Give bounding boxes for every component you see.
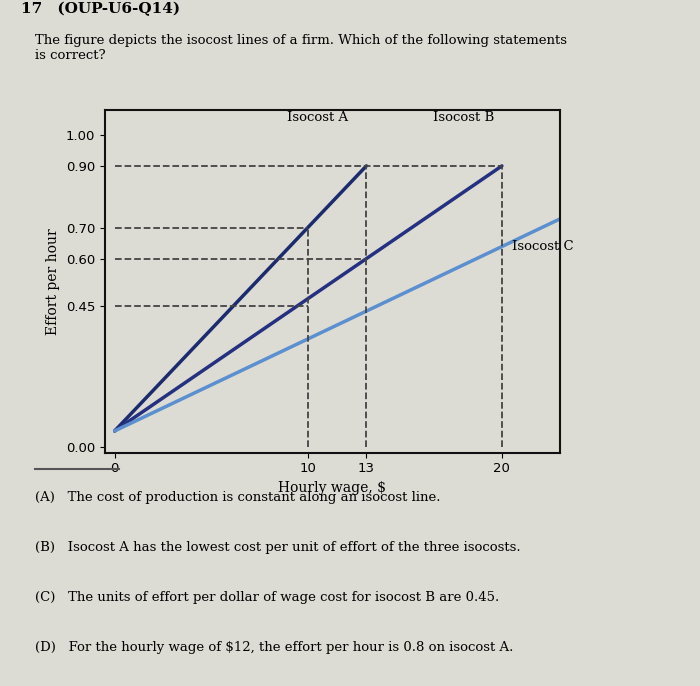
Text: (B)   Isocost A has the lowest cost per unit of effort of the three isocosts.: (B) Isocost A has the lowest cost per un… — [35, 541, 521, 554]
Text: The figure depicts the isocost lines of a firm. Which of the following statement: The figure depicts the isocost lines of … — [35, 34, 567, 62]
Text: Isocost C: Isocost C — [512, 241, 573, 253]
Y-axis label: Effort per hour: Effort per hour — [46, 228, 60, 335]
Text: (A)   The cost of production is constant along an isocost line.: (A) The cost of production is constant a… — [35, 491, 440, 504]
Text: 17 (OUP-U6-Q14): 17 (OUP-U6-Q14) — [21, 2, 180, 16]
Text: (C)   The units of effort per dollar of wage cost for isocost B are 0.45.: (C) The units of effort per dollar of wa… — [35, 591, 499, 604]
Text: Isocost B: Isocost B — [433, 111, 494, 123]
X-axis label: Hourly wage, $: Hourly wage, $ — [279, 481, 386, 495]
Text: (D)   For the hourly wage of $12, the effort per hour is 0.8 on isocost A.: (D) For the hourly wage of $12, the effo… — [35, 641, 513, 654]
Text: Isocost A: Isocost A — [288, 111, 349, 123]
